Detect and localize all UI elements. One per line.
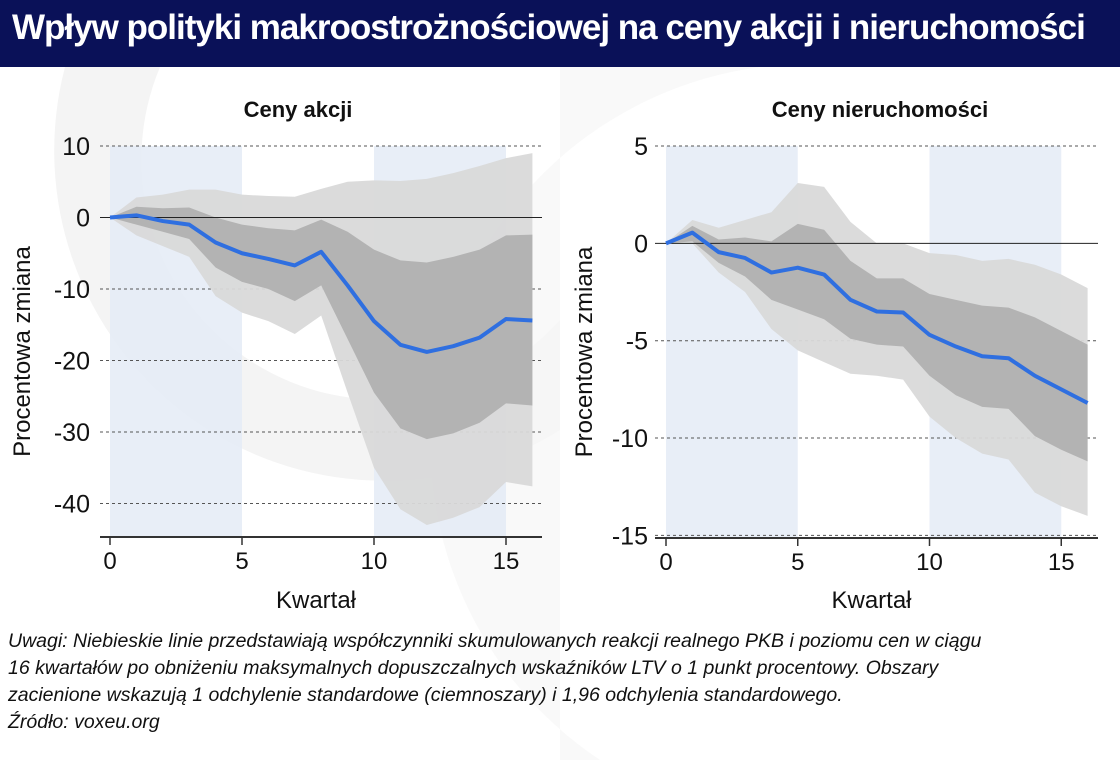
x-tick-label: 10 bbox=[916, 549, 943, 576]
title-bar: Wpływ polityki makroostrożnościowej na c… bbox=[0, 0, 1120, 67]
source-line: Źródło: voxeu.org bbox=[8, 711, 160, 733]
shaded-period bbox=[666, 146, 798, 538]
response-line bbox=[109, 213, 533, 354]
x-tick-label: 5 bbox=[235, 548, 248, 575]
x-axis-label: Kwartał bbox=[831, 587, 912, 614]
response-line bbox=[665, 230, 1089, 405]
y-tick-label: 0 bbox=[76, 205, 90, 233]
band-1sd bbox=[110, 206, 533, 440]
y-tick-label: -15 bbox=[612, 522, 648, 550]
x-tick-label: 0 bbox=[103, 548, 116, 575]
note-line: Uwagi: Niebieskie linie przedstawiają ws… bbox=[8, 630, 982, 652]
y-axis-label: Procentowa zmiana bbox=[9, 245, 36, 456]
y-tick-label: -5 bbox=[626, 328, 648, 356]
x-tick-label: 15 bbox=[1048, 549, 1075, 576]
x-tick-label: 15 bbox=[493, 548, 520, 575]
chart-title: Ceny akcji bbox=[244, 97, 353, 122]
notes: Uwagi: Niebieskie linie przedstawiają ws… bbox=[8, 628, 1108, 736]
note-line: 16 kwartałów po obniżeniu maksymalnych d… bbox=[8, 657, 939, 679]
chart-stock-prices: 10 0 -10 -20 -30 -40 0 5 10 15 Kwartał Procentowa z… bbox=[9, 97, 542, 614]
chart-real-estate-prices: 5 0 -5 -10 -15 0 5 10 15 Kwartał Procentowa zmiana… bbox=[571, 97, 1098, 614]
y-tick-label: -30 bbox=[54, 419, 90, 447]
x-tick-label: 5 bbox=[791, 549, 804, 576]
y-tick-label: 10 bbox=[62, 133, 90, 161]
page-title: Wpływ polityki makroostrożnościowej na c… bbox=[12, 8, 1086, 47]
y-tick-label: 0 bbox=[634, 230, 648, 258]
x-tick-label: 10 bbox=[361, 548, 388, 575]
band-1sd bbox=[666, 223, 1088, 462]
chart-title: Ceny nieruchomości bbox=[772, 97, 988, 122]
y-axis-label: Procentowa zmiana bbox=[571, 246, 598, 457]
y-tick-label: -10 bbox=[54, 276, 90, 304]
y-tick-label: -10 bbox=[612, 425, 648, 453]
x-axis-label: Kwartał bbox=[276, 587, 357, 614]
y-tick-label: -40 bbox=[54, 491, 90, 519]
y-tick-label: 5 bbox=[634, 133, 648, 161]
y-tick-label: -20 bbox=[54, 348, 90, 376]
x-tick-label: 0 bbox=[659, 549, 672, 576]
note-line: zacienione wskazują 1 odchylenie standar… bbox=[8, 684, 843, 706]
